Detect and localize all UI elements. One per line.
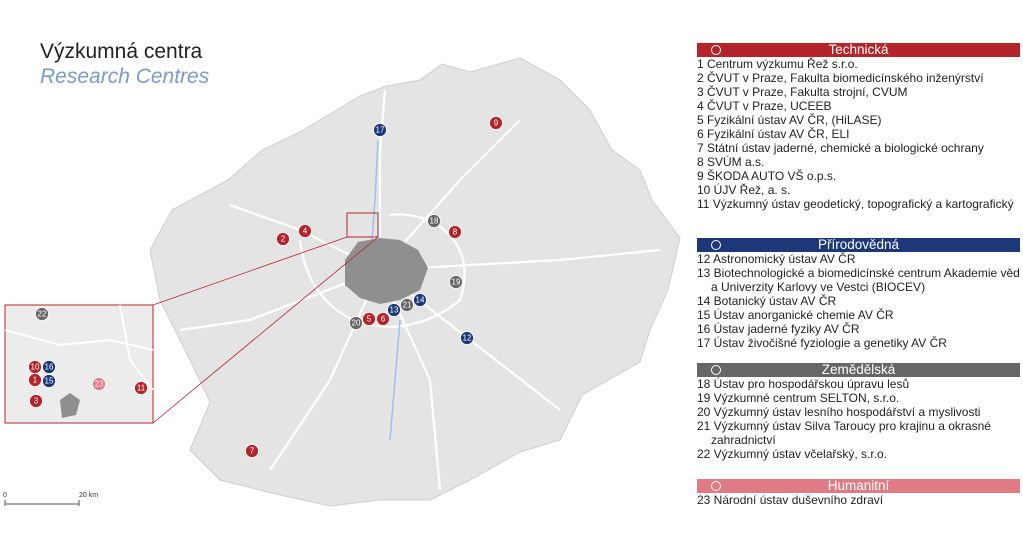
marker-label: 5 [367, 315, 372, 324]
legend-item: 17 Ústav živočišné fyziologie a genetiky… [697, 336, 947, 350]
marker [92, 377, 106, 391]
legend-icon [711, 481, 721, 491]
marker-label: 16 [45, 363, 54, 372]
marker-label: 4 [303, 227, 308, 236]
marker-label: 18 [430, 217, 439, 226]
marker-label: 3 [34, 397, 39, 406]
inset-connector [152, 236, 379, 424]
legend-title: Zemědělská [821, 362, 896, 377]
inset [4, 304, 154, 424]
marker-label: 2 [281, 235, 286, 244]
scale-label: 20 km [79, 492, 98, 499]
marker [35, 307, 49, 321]
marker-label: 14 [416, 296, 425, 305]
prague [345, 238, 428, 304]
marker [42, 360, 56, 374]
marker-label: 17 [376, 126, 385, 135]
marker-label: 23 [95, 380, 104, 389]
legend-section: Technická 1 Centrum výzkumu Řež s.r.o. 2 Č… [697, 43, 1020, 211]
legend-item: 15 Ústav anorganické chemie AV ČR [697, 308, 894, 322]
marker-label: 13 [390, 306, 399, 315]
legend-header: Humanitní [697, 479, 1020, 493]
marker-label: 20 [352, 319, 361, 328]
legend-item: 23 Národní ústav duševního zdraví [697, 493, 884, 507]
legend-item: 10 ÚJV Řež, a. s. [697, 183, 791, 197]
marker [449, 275, 463, 289]
legend-item: 16 Ústav jaderné fyziky AV ČR [697, 322, 860, 336]
marker [29, 394, 43, 408]
legend-section: Zemědělská 18 Ústav pro hospodářskou úpra… [697, 363, 1020, 461]
legend-item: 4 ČVUT v Praze, UCEEB [697, 99, 832, 113]
legend-icon [711, 365, 721, 375]
rivers [371, 139, 401, 441]
legend-item: 1 Centrum výzkumu Řež s.r.o. [697, 57, 858, 71]
marker [362, 312, 376, 326]
marker-label: 6 [381, 315, 386, 324]
marker-label: 12 [463, 334, 472, 343]
legend-title: Přírodovědná [817, 237, 900, 252]
legend-header: Technická [697, 43, 1020, 57]
marker-label: 1 [33, 376, 38, 385]
legend-item: 12 Astronomický ústav AV ČR [697, 252, 856, 266]
scale-label: 0 [3, 492, 7, 499]
marker-label: 7 [250, 447, 255, 456]
marker [349, 316, 363, 330]
legend-item: 9 ŠKODA AUTO VŠ o.p.s. [697, 169, 837, 183]
legend-item: 18 Ústav pro hospodářskou úpravu lesů [697, 377, 910, 391]
marker [373, 123, 387, 137]
legend-item: 2 ČVUT v Praze, Fakulta biomedicínského … [697, 71, 984, 85]
legend-item: 3 ČVUT v Praze, Fakulta strojní, CVUM [697, 85, 908, 99]
legend-section: Humanitní 23 Národní ústav duševního zdra… [697, 479, 1020, 507]
inset-connector [152, 236, 348, 306]
legend-item: 8 SVÚM a.s. [697, 155, 765, 169]
marker-label: 11 [137, 384, 146, 393]
legend-item: 7 Státní ústav jaderné, chemické a biolo… [697, 141, 984, 155]
marker [400, 298, 414, 312]
marker [245, 444, 259, 458]
legend-title: Technická [828, 42, 889, 57]
marker [376, 312, 390, 326]
marker-label: 22 [38, 310, 47, 319]
marker [298, 224, 312, 238]
marker [276, 232, 290, 246]
legend-item: 13 Biotechnologické a biomedicínské cent… [697, 266, 1020, 294]
legend-item: 21 Výzkumný ústav Silva Taroucy pro kraj… [697, 419, 991, 447]
legend-item: 19 Výzkumné centrum SELTON, s.r.o. [697, 391, 900, 405]
marker-label: 15 [45, 377, 54, 386]
legend-header: Přírodovědná [697, 238, 1020, 252]
inset-frame-small [346, 212, 379, 238]
legend-section: Přírodovědná 12 Astronomický ústav AV ČR 1… [697, 238, 1020, 350]
marker [387, 303, 401, 317]
marker [460, 331, 474, 345]
marker [448, 225, 462, 239]
marker-label: 8 [453, 228, 458, 237]
legend-icon [711, 240, 721, 250]
marker [427, 214, 441, 228]
subtitle: Research Centres [40, 65, 210, 88]
marker-label: 19 [452, 278, 461, 287]
title: Výzkumná centra [40, 40, 203, 63]
legend-title: Humanitní [827, 478, 890, 493]
legend-item: 5 Fyzikální ústav AV ČR, (HiLASE) [697, 113, 882, 127]
marker [28, 373, 42, 387]
legend-item: 20 Výzkumný ústav lesního hospodářství a… [697, 405, 981, 419]
marker-label: 21 [403, 301, 412, 310]
marker-label: 10 [31, 363, 40, 372]
legend-item: 14 Botanický ústav AV ČR [697, 294, 837, 308]
legend-item: 11 Výzkumný ústav geodetický, topografic… [697, 197, 1014, 211]
marker [413, 293, 427, 307]
marker-label: 9 [494, 119, 499, 128]
legend-item: 6 Fyzikální ústav AV ČR, ELI [697, 127, 850, 141]
legend-icon [711, 45, 721, 55]
marker [489, 116, 503, 130]
legend-item: 22 Výzkumný ústav včelařský, s.r.o. [697, 447, 888, 461]
marker [134, 381, 148, 395]
legend-header: Zemědělská [697, 363, 1020, 377]
inset-prague [60, 393, 80, 418]
marker [42, 374, 56, 388]
inset-roads [4, 304, 154, 391]
